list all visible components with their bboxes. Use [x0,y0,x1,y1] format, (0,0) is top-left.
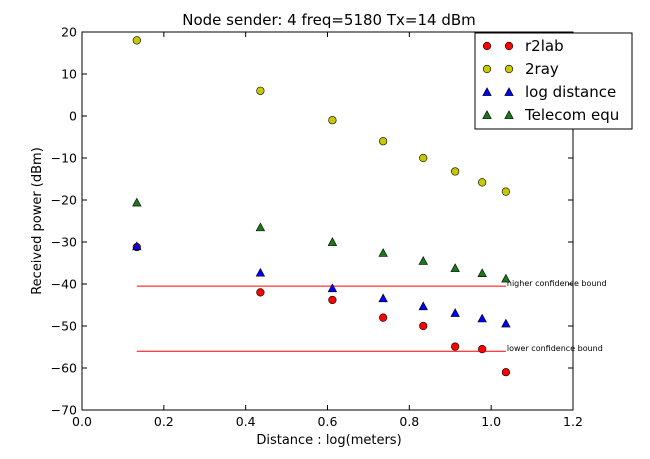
y-tick-label: −20 [51,193,77,208]
data-point-telecom-equ [477,268,487,277]
data-point-log-distance [255,267,266,277]
data-point-2ray [256,86,265,95]
legend-label: Telecom equ [524,106,619,124]
reference-line-label: lower confidence bound [507,344,603,353]
data-point-r2lab [451,342,460,351]
data-point-log-distance [477,313,487,323]
legend-marker [482,110,492,119]
x-tick-label: 0.8 [399,414,419,429]
legend-marker [504,64,514,74]
data-point-2ray [451,167,460,176]
data-point-telecom-equ [450,263,460,272]
x-tick-label: 1.2 [563,414,583,429]
data-point-log-distance [132,241,142,251]
legend-marker [482,41,492,51]
data-point-r2lab [478,345,487,354]
x-tick-label: 0.6 [318,414,338,429]
y-tick-label: −70 [51,403,77,418]
data-point-r2lab [379,313,388,322]
data-point-telecom-equ [378,248,388,257]
data-point-log-distance [418,301,428,311]
data-point-2ray [379,137,388,146]
y-axis-label: Received power (dBm) [30,147,45,295]
x-tick-label: 0.2 [154,414,174,429]
data-point-r2lab [501,368,510,377]
x-tick-label: 0.4 [236,414,256,429]
data-point-2ray [419,153,428,163]
data-point-2ray [328,116,337,125]
x-tick-label: 0.0 [72,414,92,429]
legend-marker [504,110,514,119]
y-tick-label: 10 [61,67,77,82]
data-point-2ray [501,187,510,196]
legend: r2lab 2ray log distance Telecom equ [474,32,633,130]
data-point-r2lab [256,288,265,297]
plot-area: 0.0 0.2 0.4 0.6 0.8 1.0 1.2 20 10 0 −10 −20 −30 −40 −5… [51,25,607,430]
y-tick-label: −10 [51,151,77,166]
y-tick-label: −50 [51,319,77,334]
data-point-r2lab [328,295,337,305]
legend-marker [482,87,492,96]
legend-label: r2lab [525,37,564,55]
data-point-telecom-equ [327,237,338,246]
x-tick-label: 1.0 [481,414,501,429]
data-point-log-distance [378,293,388,303]
data-point-telecom-equ [255,222,266,232]
reference-line-label: higher confidence bound [507,279,607,288]
data-point-2ray [132,36,141,45]
legend-box [474,32,633,130]
data-point-telecom-equ [418,256,428,265]
data-point-log-distance [450,308,460,317]
legend-label: 2ray [525,60,559,78]
legend-marker [482,64,492,74]
y-tick-label: −40 [51,277,77,292]
y-tick-label: 20 [61,25,77,40]
chart-title: Node sender: 4 freq=5180 Tx=14 dBm [182,11,476,29]
x-axis-label: Distance : log(meters) [256,433,401,448]
legend-marker [504,87,514,96]
data-point-r2lab [419,321,428,331]
y-tick-label: −60 [51,361,77,376]
data-point-log-distance [327,283,338,293]
data-point-telecom-equ [501,273,511,283]
data-point-telecom-equ [132,197,142,207]
y-tick-label: −30 [51,235,77,250]
data-point-2ray [478,178,487,187]
legend-label: log distance [525,83,616,101]
y-tick-label: 0 [69,109,77,124]
data-point-log-distance [501,318,511,328]
legend-marker [504,41,514,51]
